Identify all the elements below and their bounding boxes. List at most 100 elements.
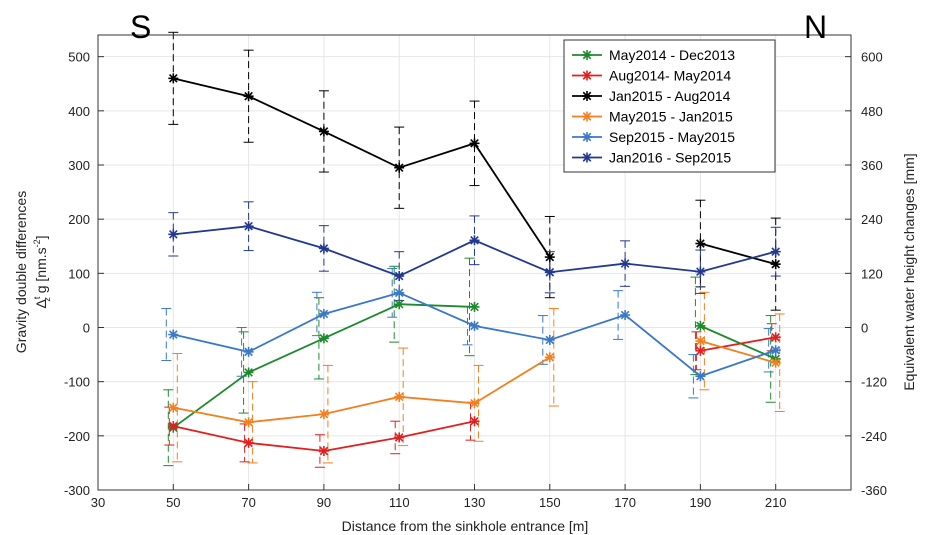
star-stroke (771, 358, 781, 368)
star-stroke (168, 74, 178, 83)
legend-entry: Jan2015 - Aug2014 (609, 88, 731, 104)
star-stroke (394, 163, 404, 173)
y-axis-label-line1: Gravity double differences (13, 191, 29, 353)
data-point (168, 329, 179, 340)
data-point (394, 391, 405, 402)
data-point (695, 238, 706, 249)
star-stroke (771, 332, 781, 342)
series-line (700, 340, 776, 364)
star-stroke (394, 299, 404, 309)
data-point (394, 162, 405, 173)
data-point (770, 345, 781, 356)
data-point (544, 252, 555, 263)
star-stroke (168, 421, 178, 431)
legend-box (563, 39, 776, 173)
corner-label-south: S (130, 9, 151, 45)
series-line-5 (168, 221, 781, 282)
series-line-3 (168, 336, 781, 428)
legend-entry: May2015 - Jan2015 (609, 109, 733, 125)
star-stroke (319, 446, 329, 456)
y2-tick-label: 0 (861, 321, 868, 336)
y-tick-label: 100 (68, 266, 90, 281)
data-point (695, 336, 706, 347)
x-tick-label: 30 (91, 495, 105, 510)
star-stroke (771, 247, 781, 256)
data-point (469, 320, 480, 331)
star-stroke (394, 433, 404, 442)
y2-tick-label: 120 (861, 266, 883, 281)
y-axis-label-line2: Δtz g [nm.s-2] (32, 235, 52, 308)
y2-axis-label: Equivalent water height changes [mm] (901, 153, 917, 390)
data-point (582, 152, 592, 163)
data-point (243, 437, 254, 448)
star-stroke (168, 403, 178, 412)
x-tick-label: 90 (317, 495, 331, 510)
data-point (469, 138, 480, 149)
star-stroke (696, 336, 705, 346)
star-stroke (545, 252, 555, 262)
series-line-2 (168, 73, 781, 270)
legend-entry: Sep2015 - May2015 (609, 129, 735, 145)
data-point (318, 446, 329, 456)
data-point (394, 432, 405, 443)
star-stroke (620, 259, 630, 268)
data-point (469, 416, 480, 427)
y-tick-label: 300 (68, 158, 90, 173)
star-stroke (470, 416, 479, 426)
data-point (318, 409, 329, 420)
y2-tick-label: 600 (861, 50, 883, 65)
y-tick-label: -300 (64, 483, 90, 498)
data-point (243, 346, 254, 357)
star-stroke (470, 399, 479, 408)
star-stroke (620, 310, 630, 320)
x-tick-label: 50 (166, 495, 180, 510)
x-axis-label: Distance from the sinkhole entrance [m] (342, 518, 589, 534)
series-line (700, 336, 776, 352)
delta-symbol: Δ (33, 299, 49, 308)
y2-tick-label: -120 (861, 375, 887, 390)
y-tick-label: -100 (64, 375, 90, 390)
data-point (168, 421, 179, 432)
data-point (394, 287, 405, 298)
y-unit-superscript: -2 (32, 239, 42, 247)
data-point (469, 301, 480, 312)
y-unit-end: ] (33, 235, 49, 239)
star-stroke (168, 330, 178, 339)
data-point (582, 91, 592, 101)
star-stroke (394, 271, 404, 281)
star-stroke (771, 345, 781, 355)
y-tick-label: 200 (68, 212, 90, 227)
series-layer (161, 31, 785, 468)
data-point (318, 308, 329, 319)
x-tick-label: 110 (389, 495, 410, 510)
star-stroke (244, 347, 253, 357)
star-stroke (244, 438, 253, 448)
data-point (544, 352, 555, 363)
star-stroke (696, 267, 705, 277)
corner-label-north: N (804, 9, 827, 45)
data-point (318, 126, 329, 137)
y-tick-label: 0 (83, 321, 90, 336)
x-tick-label: 210 (765, 495, 787, 510)
star-stroke (696, 321, 705, 331)
data-point (243, 91, 254, 102)
star-stroke (582, 112, 592, 121)
star-stroke (244, 368, 253, 377)
star-stroke (470, 321, 479, 331)
star-stroke (582, 91, 592, 101)
star-stroke (244, 417, 253, 427)
data-point (582, 132, 592, 142)
series-line (173, 77, 551, 258)
data-point (620, 258, 631, 269)
data-point (695, 345, 706, 356)
x-tick-label: 190 (690, 495, 712, 510)
y2-tick-label: -240 (861, 429, 887, 444)
y-unit-text: g [nm.s (33, 247, 49, 297)
series-line (700, 242, 776, 265)
y-tick-label: 400 (68, 104, 90, 119)
data-point (582, 70, 592, 81)
y2-tick-label: 240 (861, 212, 883, 227)
x-tick-label: 70 (241, 495, 255, 510)
star-stroke (168, 230, 178, 239)
